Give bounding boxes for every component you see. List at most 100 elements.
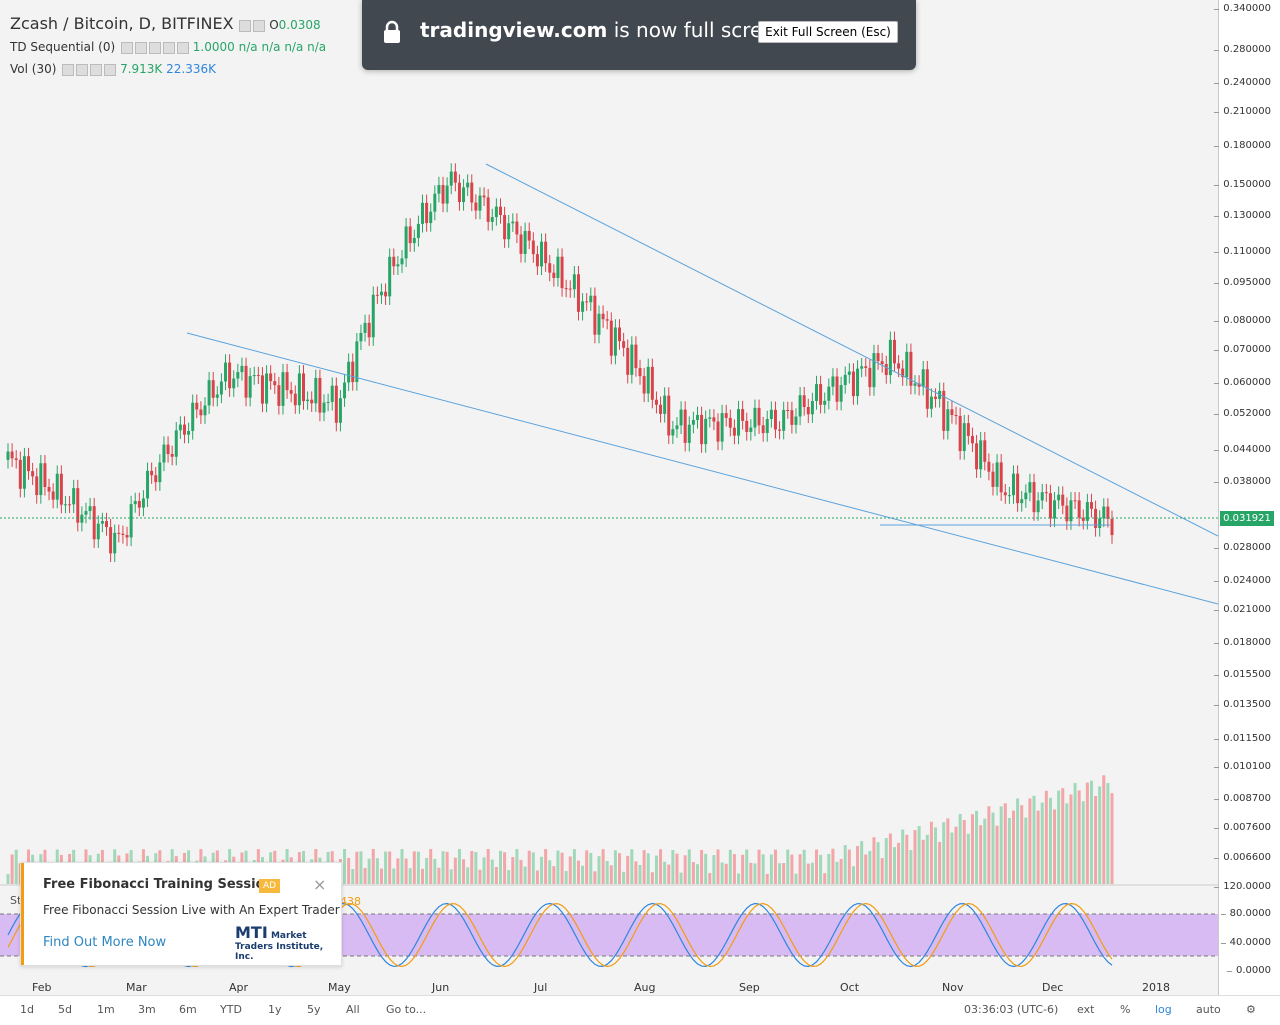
vol-name[interactable]: Vol (30)	[10, 62, 57, 76]
vol-buttons[interactable]	[60, 63, 117, 77]
symbol-legend[interactable]: Zcash / Bitcoin, D, BITFINEX O0.0308	[10, 14, 321, 33]
last-price-badge: 0.031921	[1220, 511, 1274, 526]
candle-body	[737, 409, 741, 436]
range-3m[interactable]: 3m	[138, 1003, 156, 1016]
candle-body	[27, 456, 31, 472]
volume-bar	[843, 845, 847, 884]
volume-bar	[363, 868, 367, 884]
volume-bar	[14, 849, 18, 884]
candle-body	[133, 500, 137, 505]
candle-body	[917, 383, 921, 387]
candle-body	[728, 417, 732, 428]
candle-body	[839, 385, 843, 402]
candle-body	[704, 418, 708, 445]
candle-body	[6, 451, 10, 460]
volume-bar	[995, 825, 999, 884]
candle-body	[663, 395, 667, 414]
settings-gear-icon[interactable]: ⚙	[1246, 1003, 1256, 1016]
volume-bar	[1048, 797, 1052, 884]
volume-bar	[638, 864, 642, 884]
price-tick: 0.070000	[1214, 344, 1271, 355]
range-5y[interactable]: 5y	[307, 1003, 321, 1016]
auto-toggle[interactable]: auto	[1196, 1003, 1221, 1016]
close-icon[interactable]: ×	[313, 875, 327, 894]
ad-panel[interactable]: Free Fibonacci Training Session AD × Fre…	[20, 862, 342, 966]
volume-bar	[1057, 790, 1061, 884]
candle-body	[1085, 502, 1089, 521]
volume-bar	[572, 849, 576, 884]
td-name[interactable]: TD Sequential (0)	[10, 40, 116, 54]
volume-bar	[6, 874, 10, 884]
vol-legend[interactable]: Vol (30) 7.913K 22.336K	[10, 62, 216, 77]
candle-body	[630, 344, 634, 375]
percent-toggle[interactable]: %	[1120, 1003, 1131, 1016]
candle-body	[191, 402, 195, 431]
candle-body	[43, 463, 47, 487]
volume-bar	[700, 849, 704, 884]
volume-bar	[605, 860, 609, 884]
candle-body	[154, 475, 158, 483]
volume-bar	[1053, 809, 1057, 884]
volume-bar	[831, 848, 835, 884]
candle-body	[453, 171, 457, 183]
candle-body	[585, 301, 589, 303]
candle-body	[835, 376, 839, 402]
candle-body	[326, 401, 330, 403]
volume-bar	[761, 854, 765, 884]
td-v3: n/a	[261, 40, 281, 54]
candle-body	[1003, 492, 1007, 496]
range-1y[interactable]: 1y	[268, 1003, 282, 1016]
volume-bar	[905, 834, 909, 884]
volume-bar	[351, 868, 355, 884]
candle-body	[983, 440, 987, 462]
volume-bar	[527, 850, 531, 884]
volume-bar	[925, 834, 929, 884]
candle-body	[384, 291, 388, 297]
candle-body	[10, 451, 14, 459]
candle-body	[338, 398, 342, 423]
legend-buttons[interactable]	[237, 19, 266, 33]
range-1d[interactable]: 1d	[20, 1003, 34, 1016]
candle-body	[400, 258, 404, 265]
price-axis[interactable]: 0.340000 0.280000 0.240000 0.210000 0.18…	[1214, 0, 1280, 995]
volume-bar	[794, 873, 798, 884]
volume-bar	[396, 858, 400, 884]
range-6m[interactable]: 6m	[179, 1003, 197, 1016]
range-ytd[interactable]: YTD	[220, 1003, 242, 1016]
td-buttons[interactable]	[119, 41, 189, 55]
ext-toggle[interactable]: ext	[1077, 1003, 1095, 1016]
volume-bar	[1073, 783, 1077, 884]
candle-body	[589, 295, 593, 303]
candle-body	[22, 456, 26, 489]
bottom-toolbar[interactable]: 1d 5d 1m 3m 6m YTD 1y 5y All Go to... 03…	[0, 995, 1280, 1025]
td-legend[interactable]: TD Sequential (0) 1.0000 n/a n/a n/a n/a	[10, 40, 326, 55]
candle-body	[404, 226, 408, 259]
candle-body	[823, 400, 827, 405]
range-1m[interactable]: 1m	[97, 1003, 115, 1016]
range-all[interactable]: All	[346, 1003, 360, 1016]
time-tick: Nov	[942, 981, 964, 994]
candle-body	[897, 363, 901, 369]
volume-bar	[835, 861, 839, 884]
volume-bar	[724, 863, 728, 884]
exit-fullscreen-button[interactable]: Exit Full Screen (Esc)	[758, 21, 898, 43]
goto-button[interactable]: Go to...	[386, 1003, 427, 1016]
volume-bar	[876, 842, 880, 884]
log-toggle[interactable]: log	[1155, 1003, 1172, 1016]
volume-bar	[1036, 810, 1040, 884]
price-tick: 0.095000	[1214, 277, 1271, 288]
candle-body	[613, 327, 617, 356]
volume-bar	[663, 861, 667, 884]
volume-bar	[921, 839, 925, 884]
chart-area[interactable]: Zcash / Bitcoin, D, BITFINEX O0.0308 TD …	[0, 0, 1219, 995]
price-chart-svg[interactable]	[0, 0, 1219, 995]
volume-bar	[979, 825, 983, 884]
ad-title[interactable]: Free Fibonacci Training Session	[43, 877, 274, 892]
volume-bar	[1020, 805, 1024, 884]
volume-bar	[798, 854, 802, 884]
ad-link[interactable]: Find Out More Now	[43, 935, 167, 950]
candle-body	[449, 171, 453, 186]
volume-bar	[810, 862, 814, 884]
symbol-title[interactable]: Zcash / Bitcoin, D, BITFINEX	[10, 14, 234, 33]
range-5d[interactable]: 5d	[58, 1003, 72, 1016]
